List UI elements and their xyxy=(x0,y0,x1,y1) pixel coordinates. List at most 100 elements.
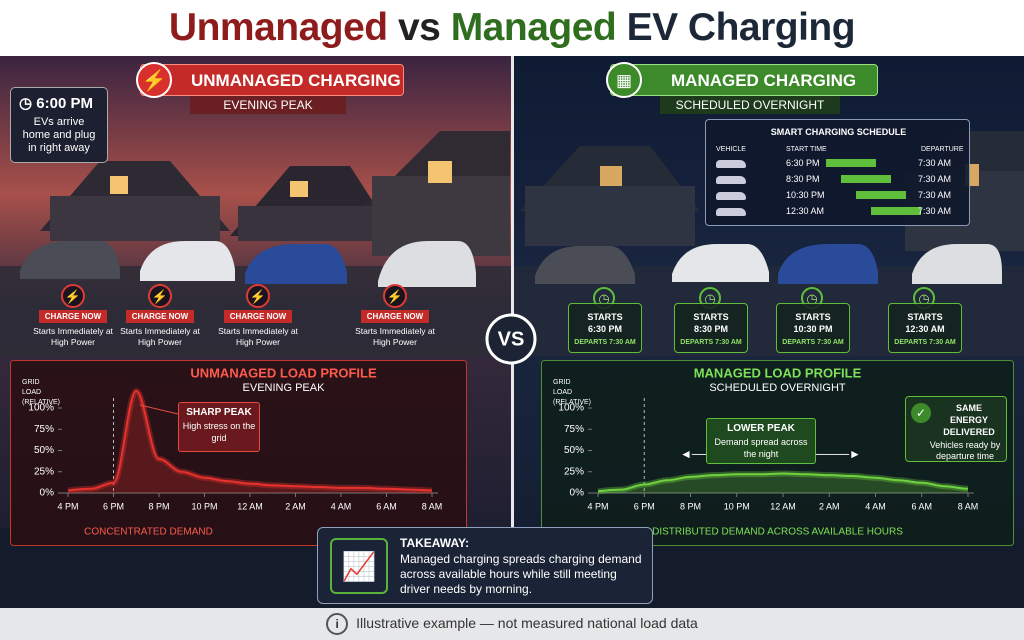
line xyxy=(67,389,433,492)
schedule-header: DEPARTURE xyxy=(921,146,964,153)
takeaway-text: Managed charging spreads charging demand… xyxy=(400,552,642,596)
y-axis-label: GRID LOAD (RELATIVE) xyxy=(553,379,591,406)
chart-title: MANAGED LOAD PROFILE xyxy=(694,365,862,380)
schedule: SMART CHARGING SCHEDULE VEHICLE START TI… xyxy=(705,119,970,226)
badge-label: CHARGE NOW xyxy=(126,310,194,323)
y-tick-label: 100% xyxy=(28,403,54,414)
y-tick-label: 75% xyxy=(564,424,584,435)
check-icon: ✓ xyxy=(911,403,931,423)
x-tick-label: 6 PM xyxy=(103,501,124,511)
badge-departs: DEPARTS 7:30 AM xyxy=(680,339,742,346)
badge-label: STARTS xyxy=(693,312,729,322)
annotation: LOWER PEAK Demand spread across the night xyxy=(706,418,816,464)
title-part: Managed xyxy=(450,6,617,49)
schedule-badge: STARTS 10:30 PM DEPARTS 7:30 AM xyxy=(776,303,850,353)
car-icon xyxy=(716,208,746,216)
badge-departs: DEPARTS 7:30 AM xyxy=(894,339,956,346)
x-tick-label: 2 AM xyxy=(285,501,306,511)
schedule-header: VEHICLE xyxy=(716,146,746,153)
badge-label: CHARGE NOW xyxy=(361,310,429,323)
annotation-pointer xyxy=(139,404,179,415)
chart-subtitle: SCHEDULED OVERNIGHT xyxy=(709,382,846,394)
area xyxy=(68,391,432,493)
annotation-text: Demand spread across the night xyxy=(714,437,808,459)
y-axis-label: GRID LOAD (RELATIVE) xyxy=(22,379,60,406)
y-tick-label: 75% xyxy=(34,424,54,435)
badge-text: Starts Immediately at High Power xyxy=(355,326,435,347)
badge-label: CHARGE NOW xyxy=(39,310,107,323)
schedule-departure: 7:30 AM xyxy=(918,158,952,168)
schedule-departure: 7:30 AM xyxy=(918,206,952,216)
schedule-start: 12:30 AM xyxy=(786,206,825,216)
side-note-title: SAME ENERGY DELIVERED xyxy=(943,403,995,437)
bolt-icon: ⚡ xyxy=(246,284,270,308)
side-note-text: Vehicles ready by departure time xyxy=(929,440,1001,461)
chart-subtitle: EVENING PEAK xyxy=(243,382,326,394)
x-tick-label: 8 AM xyxy=(422,501,443,511)
footer-text: Illustrative example — not measured nati… xyxy=(356,615,698,631)
chart-footer: DISTRIBUTED DEMAND ACROSS AVAILABLE HOUR… xyxy=(652,527,903,538)
x-tick-label: 4 PM xyxy=(587,501,608,511)
calendar-icon: ▦ xyxy=(606,62,642,98)
y-tick-label: 25% xyxy=(564,466,584,477)
schedule-badge: STARTS 12:30 AM DEPARTS 7:30 AM xyxy=(888,303,962,353)
schedule-bar xyxy=(871,207,921,215)
y-tick-label: 100% xyxy=(558,403,584,414)
title-part: EV Charging xyxy=(626,6,856,49)
chart-footer: CONCENTRATED DEMAND xyxy=(84,527,213,538)
x-tick-label: 10 PM xyxy=(191,501,217,511)
x-tick-label: 6 AM xyxy=(911,501,932,511)
y-tick-label: 25% xyxy=(34,466,54,477)
badge-text: Starts Immediately at High Power xyxy=(120,326,200,347)
annotation-title: LOWER PEAK xyxy=(727,423,795,434)
title-part: Unmanaged xyxy=(168,6,388,49)
time-note: EVs arrive home and plug in right away xyxy=(22,116,96,154)
annotation-text: High stress on the grid xyxy=(182,421,256,443)
arrow: ────► xyxy=(814,447,861,461)
car-icon xyxy=(716,160,746,168)
info-icon: i xyxy=(326,613,349,635)
car-icon xyxy=(716,192,746,200)
x-tick-label: 10 PM xyxy=(724,501,750,511)
schedule-departure: 7:30 AM xyxy=(918,190,952,200)
bolt-icon: ⚡ xyxy=(136,62,172,98)
time: 6:00 PM xyxy=(36,95,93,112)
takeaway-box: 📈 TAKEAWAY: Managed charging spreads cha… xyxy=(317,527,653,604)
chart: UNMANAGED LOAD PROFILE EVENING PEAK GRID LO… xyxy=(10,360,467,546)
annotation: SHARP PEAK High stress on the grid xyxy=(178,402,260,452)
schedule-start: 8:30 PM xyxy=(786,174,820,184)
right-heading: MANAGED CHARGING xyxy=(610,64,878,96)
schedule-departure: 7:30 AM xyxy=(918,174,952,184)
schedule-start: 6:30 PM xyxy=(786,158,820,168)
y-tick-label: 0% xyxy=(570,488,585,499)
badge-time: 8:30 PM xyxy=(693,324,728,334)
chart-title: UNMANAGED LOAD PROFILE xyxy=(190,365,377,380)
side-note: ✓ SAME ENERGY DELIVERED Vehicles ready by … xyxy=(905,396,1007,462)
x-tick-label: 2 AM xyxy=(819,501,840,511)
schedule-bar xyxy=(856,191,906,199)
bolt-icon: ⚡ xyxy=(61,284,85,308)
badge-label: STARTS xyxy=(587,312,623,322)
schedule-badge: STARTS 8:30 PM DEPARTS 7:30 AM xyxy=(674,303,748,353)
annotation-title: SHARP PEAK xyxy=(186,407,252,418)
badge-time: 10:30 PM xyxy=(793,324,833,334)
x-tick-label: 8 AM xyxy=(958,501,979,511)
time-box: ◷ 6:00 PM EVs arrive home and plug in ri… xyxy=(10,87,108,163)
badge-label: STARTS xyxy=(907,312,943,322)
schedule-start: 10:30 PM xyxy=(786,190,825,200)
x-tick-label: 4 AM xyxy=(331,501,352,511)
y-tick-label: 50% xyxy=(34,445,54,456)
bolt-icon: ⚡ xyxy=(148,284,172,308)
badge-departs: DEPARTS 7:30 AM xyxy=(574,339,636,346)
badge-label: STARTS xyxy=(795,312,831,322)
car-icon xyxy=(716,176,746,184)
schedule-title: SMART CHARGING SCHEDULE xyxy=(770,127,907,137)
y-tick-label: 50% xyxy=(564,445,584,456)
badge-text: Starts Immediately at High Power xyxy=(33,326,113,347)
badge-time: 12:30 AM xyxy=(905,324,945,334)
vs-label: VS xyxy=(498,328,525,350)
x-tick-label: 4 PM xyxy=(57,501,78,511)
takeaway-title: TAKEAWAY: xyxy=(400,536,470,550)
schedule-badge: STARTS 6:30 PM DEPARTS 7:30 AM xyxy=(568,303,642,353)
x-tick-label: 8 PM xyxy=(680,501,701,511)
